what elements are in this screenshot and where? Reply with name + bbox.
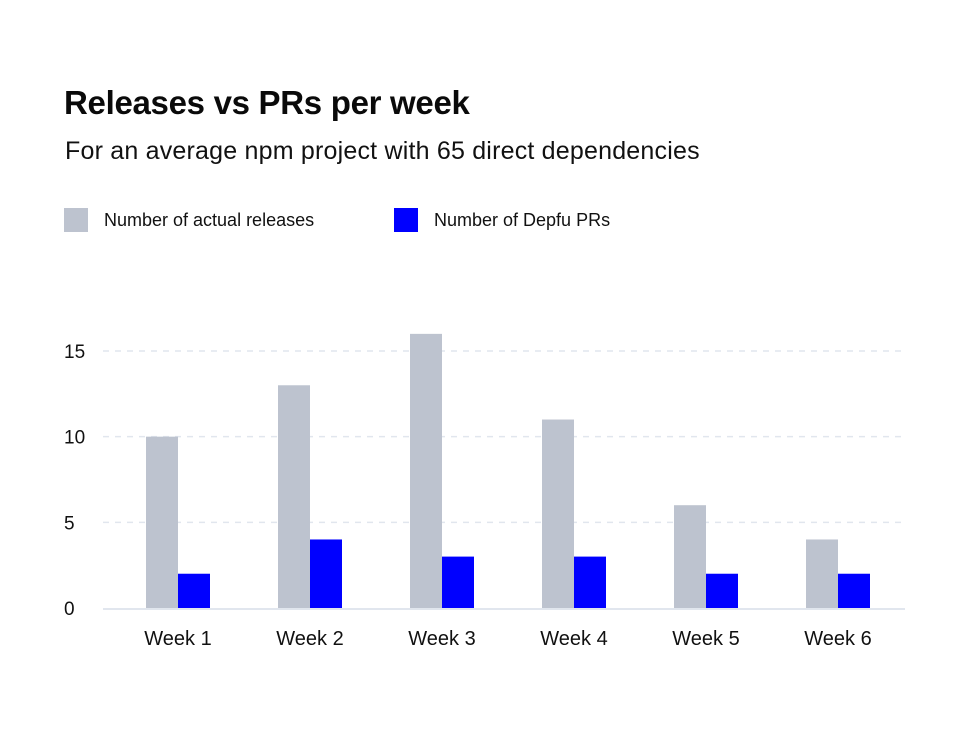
legend-label-prs: Number of Depfu PRs [434, 209, 611, 230]
legend-label-releases: Number of actual releases [104, 209, 315, 230]
y-tick-label-10: 10 [64, 428, 85, 449]
bar-prs-week-1 [178, 573, 210, 608]
x-tick-label-week-1: Week 1 [144, 628, 211, 650]
x-tick-label-week-2: Week 2 [276, 628, 343, 650]
bar-releases-week-2 [278, 385, 310, 608]
x-tick-label-week-4: Week 4 [540, 628, 607, 650]
bar-prs-week-6 [838, 573, 870, 608]
bar-prs-week-5 [706, 573, 738, 608]
chart-subtitle: For an average npm project with 65 direc… [65, 137, 700, 165]
legend: Number of actual releases Number of Depf… [64, 208, 660, 232]
legend-item-releases: Number of actual releases [64, 208, 394, 232]
chart-title: Releases vs PRs per week [64, 84, 470, 121]
bar-prs-week-4 [574, 556, 606, 608]
bar-releases-week-3 [410, 333, 442, 608]
legend-swatch-prs [394, 208, 418, 232]
bar-prs-week-3 [442, 556, 474, 608]
bar-releases-week-4 [542, 419, 574, 608]
x-tick-label-week-6: Week 6 [804, 628, 871, 650]
bar-releases-week-1 [146, 436, 178, 608]
y-tick-label-0: 0 [64, 599, 75, 620]
y-tick-label-5: 5 [64, 513, 75, 534]
x-tick-label-week-3: Week 3 [408, 628, 475, 650]
bar-releases-week-6 [806, 539, 838, 608]
bar-releases-week-5 [674, 505, 706, 608]
y-tick-label-15: 15 [64, 342, 85, 363]
x-tick-label-week-5: Week 5 [672, 628, 739, 650]
bar-prs-week-2 [310, 539, 342, 608]
legend-swatch-releases [64, 208, 88, 232]
legend-item-prs: Number of Depfu PRs [394, 208, 610, 232]
